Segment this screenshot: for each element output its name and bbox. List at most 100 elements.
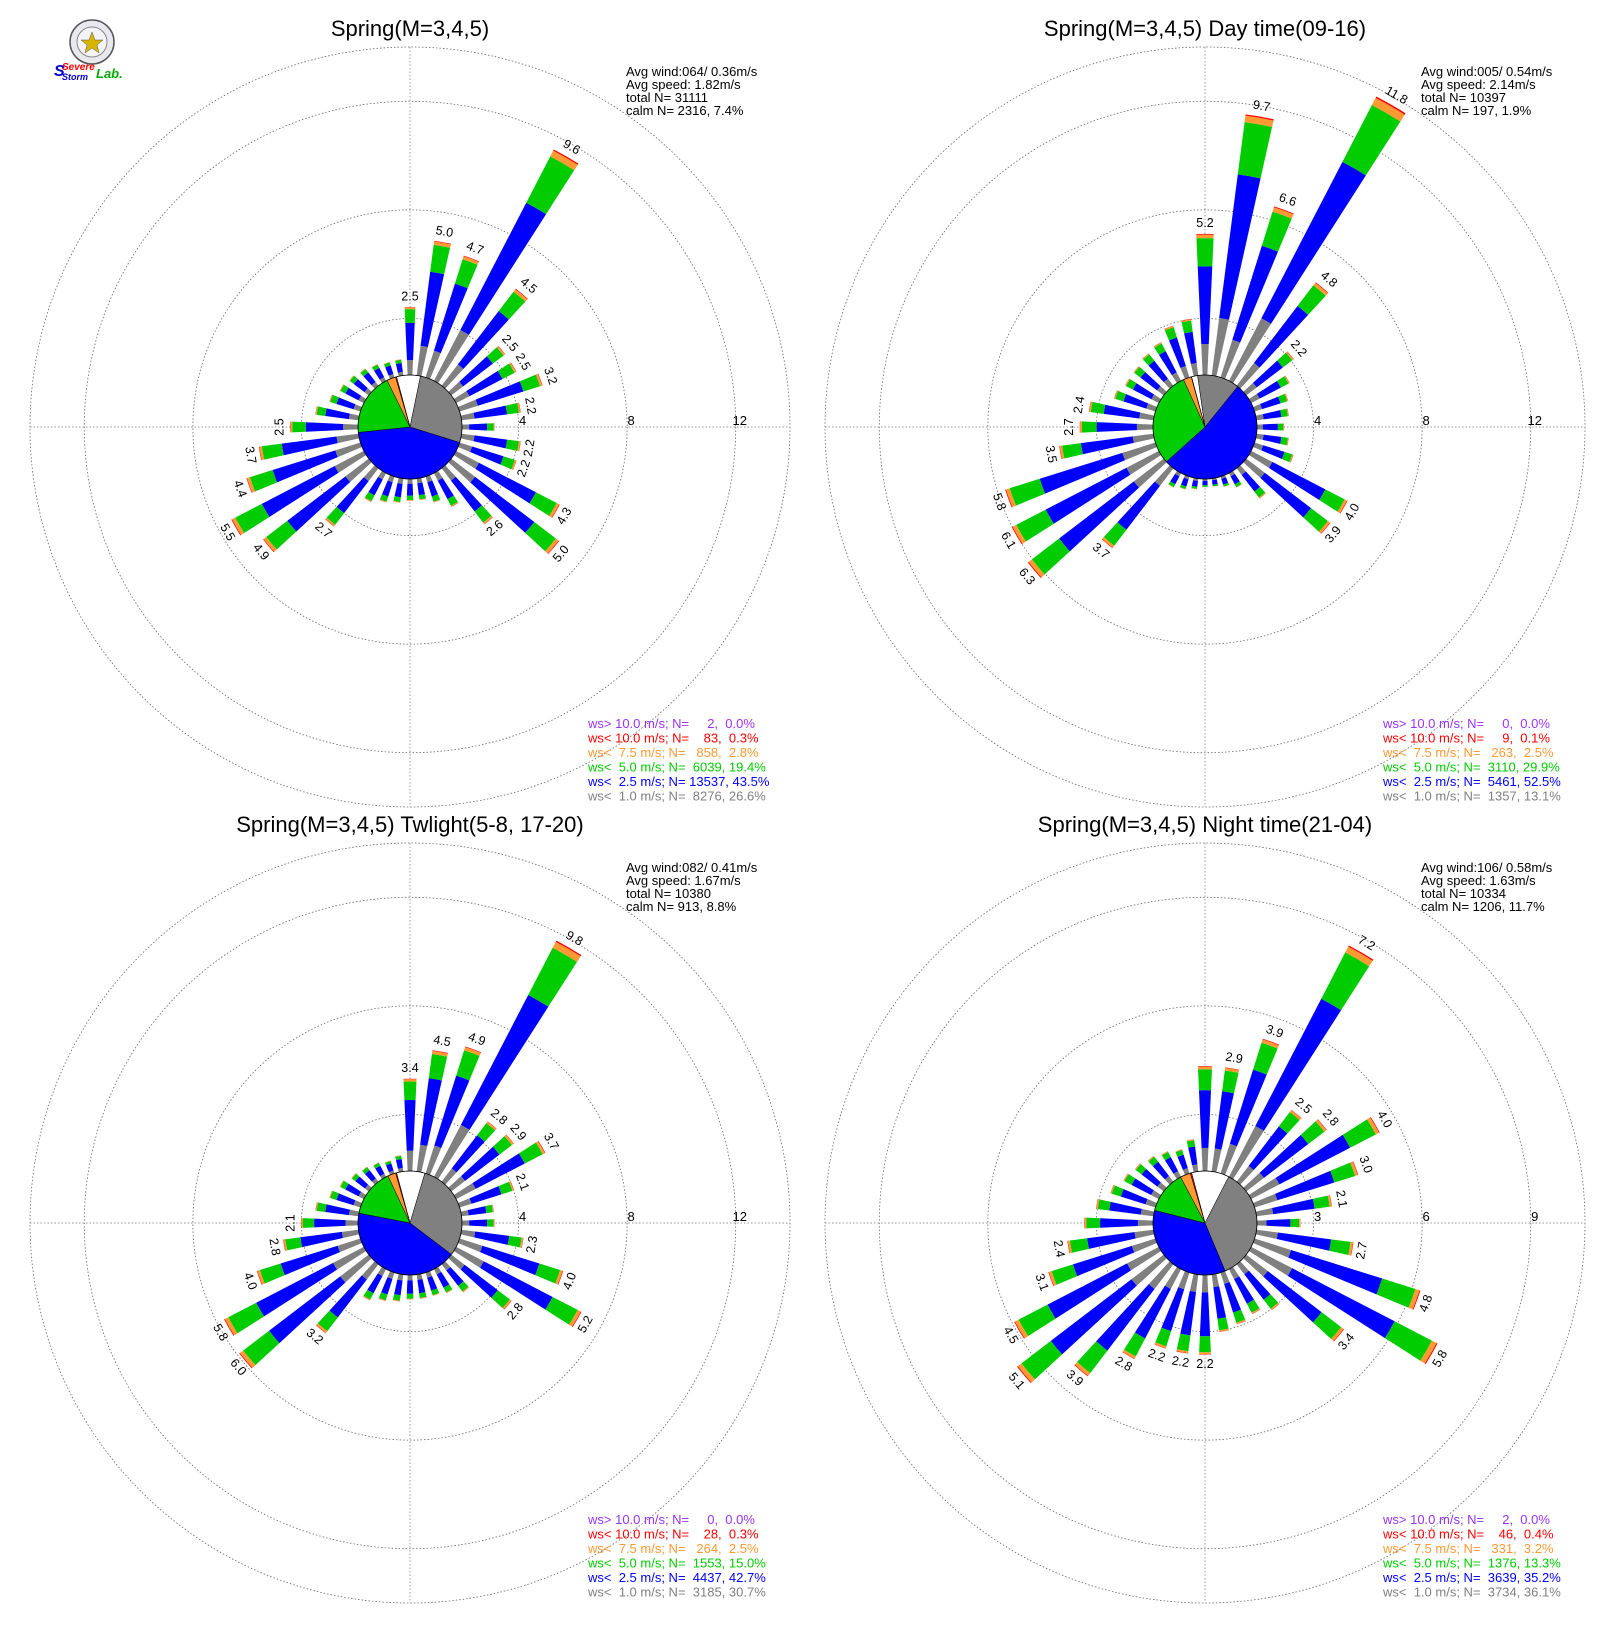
legend-entry-lt2_5: ws< 2.5 m/s; N= 13537, 43.5% bbox=[587, 774, 770, 789]
petal-210-lt5 bbox=[1168, 481, 1176, 488]
stats-line3: total N= 31111 bbox=[626, 90, 708, 105]
petal-220-lt7_5 bbox=[1074, 1362, 1091, 1376]
petal-200-lt1 bbox=[387, 475, 395, 483]
petal-330-lt5 bbox=[1161, 1151, 1171, 1161]
petal-230-lt1 bbox=[1133, 458, 1167, 488]
star-icon bbox=[80, 31, 104, 54]
petal-220-lt10 bbox=[325, 518, 335, 527]
stats-line1: Avg wind:106/ 0.58m/s bbox=[1421, 860, 1553, 875]
petal-260-lt7_5 bbox=[259, 446, 265, 461]
petal-340-lt10 bbox=[1175, 1149, 1182, 1152]
petal-10-lt5 bbox=[430, 244, 451, 275]
petal-230-lt5 bbox=[1031, 538, 1070, 575]
petal-210-lt7_5 bbox=[363, 1295, 371, 1301]
petal-0-lt5 bbox=[403, 1081, 417, 1101]
petal-20-lt10 bbox=[1262, 1038, 1280, 1046]
petal-value-label: 2.1 bbox=[283, 1214, 297, 1231]
petal-150-lt5 bbox=[1234, 481, 1242, 488]
petal-value-label: 2.8 bbox=[266, 1237, 283, 1257]
petal-230-lt10 bbox=[263, 538, 275, 553]
petal-80-lt1 bbox=[460, 1210, 469, 1217]
petal-30-lt5 bbox=[1321, 952, 1370, 1011]
petal-230-lt1 bbox=[340, 1254, 372, 1283]
petal-200-lt1 bbox=[387, 1271, 395, 1279]
petal-120-lt7_5 bbox=[1420, 1340, 1437, 1364]
petal-160-lt1 bbox=[425, 475, 433, 483]
petal-330-lt5 bbox=[1154, 343, 1166, 356]
petal-180-lt2_5 bbox=[1199, 1292, 1211, 1337]
petal-210-lt7_5 bbox=[1168, 484, 1174, 488]
petal-320-lt2_5 bbox=[1152, 1161, 1170, 1180]
petal-40-lt5 bbox=[498, 291, 526, 320]
petal-320-lt2_5 bbox=[363, 372, 376, 386]
legend-entry-lt1: ws< 1.0 m/s; N= 3734, 36.1% bbox=[1382, 1585, 1561, 1600]
petal-330-lt10 bbox=[1161, 1151, 1168, 1155]
petal-330-lt5 bbox=[373, 1162, 381, 1169]
petal-290-lt2_5 bbox=[336, 1193, 356, 1206]
petal-20-lt10 bbox=[1273, 206, 1294, 215]
petal-value-label: 2.2 bbox=[522, 396, 539, 416]
petal-320-lt2_5 bbox=[1148, 360, 1168, 383]
petal-290-lt5 bbox=[1111, 1185, 1124, 1197]
petal-90-lt1 bbox=[1256, 424, 1263, 430]
petal-160-lt10 bbox=[433, 499, 441, 503]
legend-entry-lt7_5: ws< 7.5 m/s; N= 264, 2.5% bbox=[587, 1541, 759, 1556]
petal-50-lt2_5 bbox=[461, 1146, 500, 1181]
petal-20-lt2_5 bbox=[1229, 1069, 1267, 1147]
petal-value-label: 6.6 bbox=[1277, 190, 1298, 209]
petal-60-lt5 bbox=[497, 363, 515, 380]
petal-80-lt5 bbox=[1280, 408, 1288, 418]
petal-10-lt2_5 bbox=[1214, 1091, 1234, 1150]
petal-70-lt7_5 bbox=[509, 1181, 514, 1191]
legend-entry-lt10: ws< 10.0 m/s; N= 46, 0.4% bbox=[1382, 1527, 1554, 1542]
petal-140-lt2_5 bbox=[1244, 1270, 1271, 1300]
petal-160-lt10 bbox=[1223, 484, 1230, 487]
petal-60-lt7_5 bbox=[1284, 375, 1290, 384]
petal-70-lt1 bbox=[1253, 1193, 1278, 1208]
petal-290-lt1 bbox=[1145, 1199, 1157, 1208]
legend-entry-lt10: ws< 10.0 m/s; N= 9, 0.1% bbox=[1382, 731, 1550, 746]
petal-90-lt7_5 bbox=[1299, 1218, 1301, 1228]
petal-value-label: 2.4 bbox=[1051, 1239, 1068, 1259]
petal-210-lt5 bbox=[364, 491, 375, 502]
petal-160-lt7_5 bbox=[433, 499, 441, 503]
petal-230-lt7_5 bbox=[1028, 559, 1045, 578]
petal-140-lt2_5 bbox=[446, 1266, 464, 1286]
petal-290-lt1 bbox=[353, 404, 362, 412]
petal-190-lt2_5 bbox=[1180, 1290, 1197, 1336]
petal-160-lt1 bbox=[1220, 1271, 1230, 1285]
petal-70-lt2_5 bbox=[1260, 396, 1281, 410]
petal-260-lt1 bbox=[341, 1229, 360, 1238]
petal-110-lt5 bbox=[1376, 1278, 1416, 1308]
petal-110-lt10 bbox=[1290, 454, 1294, 463]
petal-180-lt1 bbox=[1202, 478, 1208, 481]
petal-20-lt2_5 bbox=[1232, 245, 1278, 343]
petal-190-lt5 bbox=[392, 1294, 401, 1301]
petal-0-lt1 bbox=[406, 360, 414, 376]
petal-150-lt1 bbox=[1228, 1266, 1240, 1280]
grid-ring bbox=[83, 100, 737, 754]
petal-150-lt1 bbox=[433, 470, 443, 481]
petal-160-lt2_5 bbox=[1224, 1282, 1242, 1313]
petal-30-lt7_5 bbox=[552, 941, 581, 962]
petal-320-lt2_5 bbox=[364, 1170, 376, 1182]
petal-140-lt2_5 bbox=[451, 476, 482, 512]
petal-0-lt2_5 bbox=[1197, 266, 1213, 345]
petal-30-lt10 bbox=[1375, 96, 1406, 115]
petal-60-lt2_5 bbox=[472, 1153, 525, 1189]
ring-tick-label: 4 bbox=[519, 413, 526, 428]
petal-180-lt1 bbox=[407, 478, 413, 484]
petal-290-lt1 bbox=[1146, 403, 1157, 412]
petal-140-lt7_5 bbox=[1258, 492, 1266, 499]
wind-rose-panel-night: Spring(M=3,4,5) Night time(21-04) 3 6 9 2.9 3… bbox=[824, 812, 1586, 1604]
petal-280-lt5 bbox=[1097, 1199, 1111, 1211]
petal-210-lt2_5 bbox=[367, 1273, 383, 1294]
grid-ring bbox=[987, 1005, 1423, 1441]
petal-30-lt7_5 bbox=[1345, 946, 1373, 967]
petal-130-lt10 bbox=[547, 540, 560, 555]
petal-270-lt2_5 bbox=[305, 422, 344, 432]
stats-line1: Avg wind:064/ 0.36m/s bbox=[626, 64, 758, 79]
ring-tick-label: 3 bbox=[1314, 1209, 1321, 1224]
petal-280-lt7_5 bbox=[315, 1202, 319, 1211]
petal-270-lt5 bbox=[302, 1218, 315, 1228]
